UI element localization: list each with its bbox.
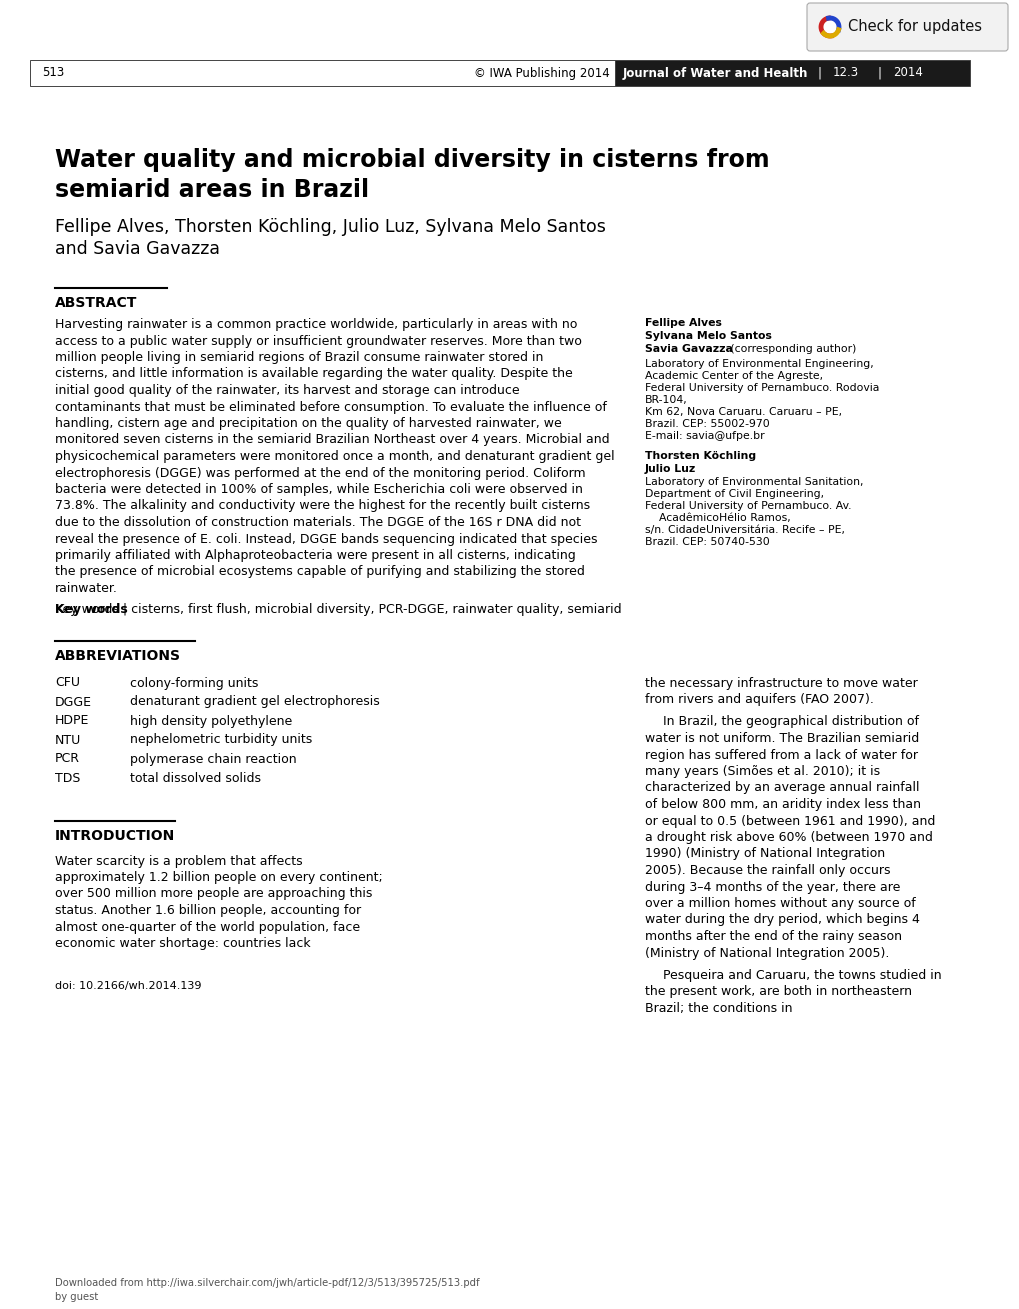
Text: contaminants that must be eliminated before consumption. To evaluate the influen: contaminants that must be eliminated bef… — [55, 401, 606, 414]
Text: handling, cistern age and precipitation on the quality of harvested rainwater, w: handling, cistern age and precipitation … — [55, 418, 561, 429]
Text: Water scarcity is a problem that affects: Water scarcity is a problem that affects — [55, 855, 303, 868]
Text: Savia Gavazza: Savia Gavazza — [644, 344, 733, 353]
Text: doi: 10.2166/wh.2014.139: doi: 10.2166/wh.2014.139 — [55, 982, 202, 991]
Text: Journal of Water and Health: Journal of Water and Health — [623, 67, 808, 80]
Text: physicochemical parameters were monitored once a month, and denaturant gradient : physicochemical parameters were monitore… — [55, 450, 614, 463]
Text: © IWA Publishing 2014: © IWA Publishing 2014 — [474, 67, 609, 80]
Text: Laboratory of Environmental Engineering,: Laboratory of Environmental Engineering, — [644, 359, 873, 369]
Bar — [30, 60, 614, 86]
Text: Brazil. CEP: 50740-530: Brazil. CEP: 50740-530 — [644, 537, 769, 547]
Text: months after the end of the rainy season: months after the end of the rainy season — [644, 929, 901, 942]
Text: region has suffered from a lack of water for: region has suffered from a lack of water… — [644, 749, 917, 762]
Text: HDPE: HDPE — [55, 715, 90, 728]
Text: almost one-quarter of the world population, face: almost one-quarter of the world populati… — [55, 920, 360, 933]
Text: Pesqueira and Caruaru, the towns studied in: Pesqueira and Caruaru, the towns studied… — [662, 969, 941, 982]
Text: Fellipe Alves: Fellipe Alves — [644, 318, 721, 329]
Text: E-mail: savia@ufpe.br: E-mail: savia@ufpe.br — [644, 431, 764, 441]
Text: reveal the presence of E. coli. Instead, DGGE bands sequencing indicated that sp: reveal the presence of E. coli. Instead,… — [55, 533, 597, 546]
Text: Federal University of Pernambuco. Av.: Federal University of Pernambuco. Av. — [644, 501, 851, 511]
Text: CFU: CFU — [55, 677, 79, 690]
Text: 73.8%. The alkalinity and conductivity were the highest for the recently built c: 73.8%. The alkalinity and conductivity w… — [55, 500, 590, 513]
Text: over 500 million more people are approaching this: over 500 million more people are approac… — [55, 888, 372, 901]
Text: bacteria were detected in 100% of samples, while Escherichia coli were observed : bacteria were detected in 100% of sample… — [55, 483, 582, 496]
Text: the necessary infrastructure to move water: the necessary infrastructure to move wat… — [644, 677, 917, 690]
Text: Brazil. CEP: 55002-970: Brazil. CEP: 55002-970 — [644, 419, 769, 429]
Text: |: | — [877, 67, 881, 80]
Text: polymerase chain reaction: polymerase chain reaction — [129, 753, 297, 766]
Text: by guest: by guest — [55, 1292, 98, 1302]
Text: during 3–4 months of the year, there are: during 3–4 months of the year, there are — [644, 881, 900, 894]
Text: million people living in semiarid regions of Brazil consume rainwater stored in: million people living in semiarid region… — [55, 351, 543, 364]
Text: and Savia Gavazza: and Savia Gavazza — [55, 240, 220, 258]
Text: water during the dry period, which begins 4: water during the dry period, which begin… — [644, 914, 919, 927]
Text: or equal to 0.5 (between 1961 and 1990), and: or equal to 0.5 (between 1961 and 1990),… — [644, 814, 934, 827]
Text: cisterns, and little information is available regarding the water quality. Despi: cisterns, and little information is avai… — [55, 368, 573, 381]
Text: DGGE: DGGE — [55, 695, 92, 708]
Text: of below 800 mm, an aridity index less than: of below 800 mm, an aridity index less t… — [644, 798, 920, 812]
Text: rainwater.: rainwater. — [55, 583, 118, 596]
Text: due to the dissolution of construction materials. The DGGE of the 16S r DNA did : due to the dissolution of construction m… — [55, 516, 581, 529]
Text: colony-forming units: colony-forming units — [129, 677, 258, 690]
Text: high density polyethylene: high density polyethylene — [129, 715, 292, 728]
Text: status. Another 1.6 billion people, accounting for: status. Another 1.6 billion people, acco… — [55, 905, 361, 918]
Text: denaturant gradient gel electrophoresis: denaturant gradient gel electrophoresis — [129, 695, 379, 708]
Text: NTU: NTU — [55, 733, 82, 746]
Text: the presence of microbial ecosystems capable of purifying and stabilizing the st: the presence of microbial ecosystems cap… — [55, 565, 584, 579]
Text: 1990) (Ministry of National Integration: 1990) (Ministry of National Integration — [644, 847, 884, 860]
Text: primarily affiliated with Alphaproteobacteria were present in all cisterns, indi: primarily affiliated with Alphaproteobac… — [55, 548, 575, 562]
Text: (corresponding author): (corresponding author) — [727, 344, 856, 353]
FancyBboxPatch shape — [806, 3, 1007, 51]
Text: Brazil; the conditions in: Brazil; the conditions in — [644, 1001, 792, 1014]
Text: TDS: TDS — [55, 771, 81, 784]
Text: Academic Center of the Agreste,: Academic Center of the Agreste, — [644, 370, 822, 381]
Text: 12.3: 12.3 — [833, 67, 858, 80]
Text: Fellipe Alves, Thorsten Köchling, Julio Luz, Sylvana Melo Santos: Fellipe Alves, Thorsten Köchling, Julio … — [55, 219, 605, 236]
Text: from rivers and aquifers (FAO 2007).: from rivers and aquifers (FAO 2007). — [644, 692, 873, 706]
Text: nephelometric turbidity units: nephelometric turbidity units — [129, 733, 312, 746]
Text: |: | — [817, 67, 821, 80]
Text: AcadêmicoHélio Ramos,: AcadêmicoHélio Ramos, — [644, 513, 790, 524]
Text: access to a public water supply or insufficient groundwater reserves. More than : access to a public water supply or insuf… — [55, 335, 581, 347]
Text: Sylvana Melo Santos: Sylvana Melo Santos — [644, 331, 771, 342]
Text: electrophoresis (DGGE) was performed at the end of the monitoring period. Colifo: electrophoresis (DGGE) was performed at … — [55, 466, 585, 479]
Text: approximately 1.2 billion people on every continent;: approximately 1.2 billion people on ever… — [55, 870, 382, 884]
Text: Harvesting rainwater is a common practice worldwide, particularly in areas with : Harvesting rainwater is a common practic… — [55, 318, 577, 331]
Text: over a million homes without any source of: over a million homes without any source … — [644, 897, 915, 910]
Text: semiarid areas in Brazil: semiarid areas in Brazil — [55, 178, 369, 202]
Text: s/n. CidadeUniversitária. Recife – PE,: s/n. CidadeUniversitária. Recife – PE, — [644, 525, 844, 535]
Text: many years (Simões et al. 2010); it is: many years (Simões et al. 2010); it is — [644, 764, 879, 778]
Circle shape — [818, 16, 841, 38]
Text: the present work, are both in northeastern: the present work, are both in northeaste… — [644, 986, 911, 999]
Text: total dissolved solids: total dissolved solids — [129, 771, 261, 784]
Text: Check for updates: Check for updates — [847, 20, 981, 34]
Text: economic water shortage: countries lack: economic water shortage: countries lack — [55, 937, 311, 950]
Text: Julio Luz: Julio Luz — [644, 463, 696, 474]
Text: INTRODUCTION: INTRODUCTION — [55, 829, 175, 843]
Text: PCR: PCR — [55, 753, 79, 766]
Text: ABSTRACT: ABSTRACT — [55, 296, 138, 310]
Text: Key words | cisterns, first flush, microbial diversity, PCR-DGGE, rainwater qual: Key words | cisterns, first flush, micro… — [55, 602, 621, 615]
Text: ABBREVIATIONS: ABBREVIATIONS — [55, 648, 180, 662]
Text: (Ministry of National Integration 2005).: (Ministry of National Integration 2005). — [644, 946, 889, 959]
Text: initial good quality of the rainwater, its harvest and storage can introduce: initial good quality of the rainwater, i… — [55, 384, 519, 397]
Text: Km 62, Nova Caruaru. Caruaru – PE,: Km 62, Nova Caruaru. Caruaru – PE, — [644, 407, 842, 418]
Bar — [614, 60, 969, 86]
Text: a drought risk above 60% (between 1970 and: a drought risk above 60% (between 1970 a… — [644, 831, 932, 844]
Text: Water quality and microbial diversity in cisterns from: Water quality and microbial diversity in… — [55, 148, 769, 171]
Text: In Brazil, the geographical distribution of: In Brazil, the geographical distribution… — [662, 716, 918, 729]
Text: Downloaded from http://iwa.silverchair.com/jwh/article-pdf/12/3/513/395725/513.p: Downloaded from http://iwa.silverchair.c… — [55, 1278, 479, 1288]
Text: Department of Civil Engineering,: Department of Civil Engineering, — [644, 490, 823, 499]
Text: BR-104,: BR-104, — [644, 395, 687, 404]
Text: 2005). Because the rainfall only occurs: 2005). Because the rainfall only occurs — [644, 864, 890, 877]
Text: monitored seven cisterns in the semiarid Brazilian Northeast over 4 years. Micro: monitored seven cisterns in the semiarid… — [55, 433, 609, 446]
Text: water is not uniform. The Brazilian semiarid: water is not uniform. The Brazilian semi… — [644, 732, 918, 745]
Text: 513: 513 — [42, 67, 64, 80]
Text: 2014: 2014 — [892, 67, 922, 80]
Text: characterized by an average annual rainfall: characterized by an average annual rainf… — [644, 781, 918, 795]
Text: Federal University of Pernambuco. Rodovia: Federal University of Pernambuco. Rodovi… — [644, 384, 878, 393]
Text: Laboratory of Environmental Sanitation,: Laboratory of Environmental Sanitation, — [644, 476, 863, 487]
Text: Thorsten Köchling: Thorsten Köchling — [644, 452, 755, 461]
Text: Key words: Key words — [55, 602, 127, 615]
